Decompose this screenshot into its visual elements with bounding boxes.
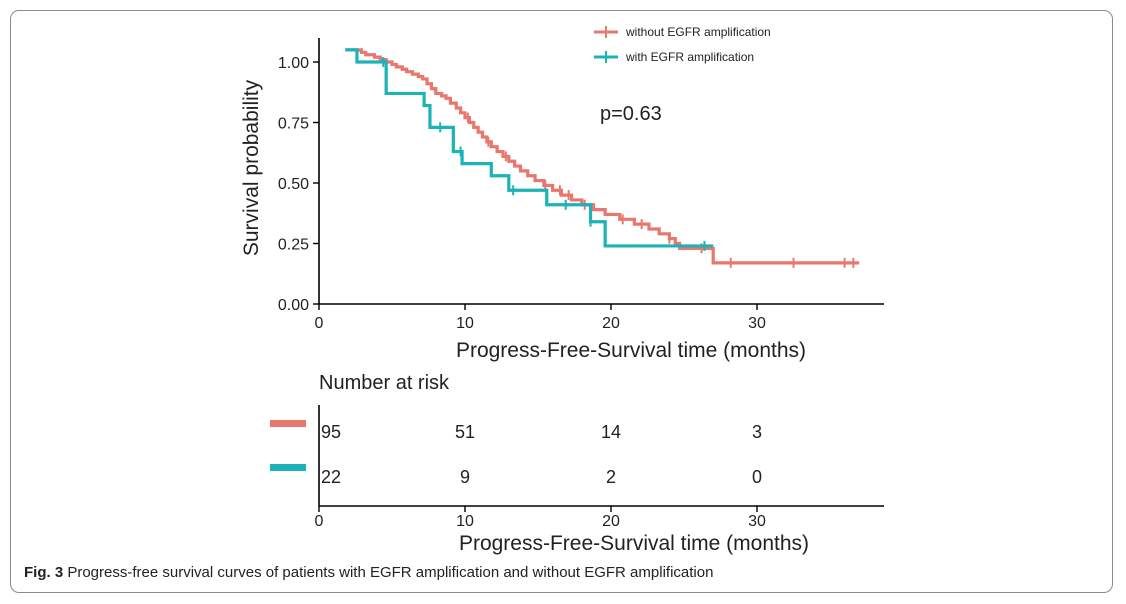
x-ticks: 0 10 20 30 (315, 304, 766, 332)
risk-x-tick-label: 10 (456, 513, 474, 530)
km-curve-without (345, 48, 860, 265)
risk-value: 14 (601, 422, 621, 442)
figure-caption: Fig. 3 Progress-free survival curves of … (24, 564, 713, 581)
risk-value: 3 (752, 422, 762, 442)
figure-frame (10, 10, 1113, 593)
km-curves (345, 48, 860, 268)
risk-value: 0 (752, 467, 762, 487)
risk-values: 95 51 14 3 22 9 2 0 (321, 422, 762, 487)
p-value-annotation: p=0.63 (600, 103, 662, 125)
risk-value: 2 (606, 467, 616, 487)
risk-value: 95 (321, 422, 341, 442)
y-ticks: 0.00 0.25 0.50 0.75 1.00 (278, 55, 319, 314)
legend-label-with: with EGFR amplification (625, 50, 754, 64)
y-tick-label: 0.50 (278, 176, 309, 193)
risk-x-axis-label: Progress-Free-Survival time (months) (459, 532, 809, 555)
caption-text: Progress-free survival curves of patient… (67, 564, 714, 581)
risk-value: 9 (460, 467, 470, 487)
km-curve-with (345, 48, 714, 248)
risk-x-tick-label: 0 (315, 513, 324, 530)
y-tick-label: 0.00 (278, 297, 309, 314)
y-axis-label: Survival probability (240, 79, 263, 256)
risk-value: 22 (321, 467, 341, 487)
risk-x-ticks: 0 10 20 30 (315, 506, 766, 530)
risk-x-tick-label: 30 (748, 513, 766, 530)
caption-label: Fig. 3 (24, 564, 64, 581)
risk-value: 51 (455, 422, 475, 442)
y-tick-label: 0.25 (278, 237, 309, 254)
risk-swatch-without (270, 420, 306, 427)
legend-item-with: with EGFR amplification (594, 50, 754, 64)
y-tick-label: 0.75 (278, 116, 309, 133)
legend-item-without: without EGFR amplification (594, 25, 771, 39)
risk-table: Number at risk 95 51 14 322 9 2 0 0 10 20 30 Prog… (270, 372, 884, 555)
y-tick-label: 1.00 (278, 55, 309, 72)
risk-x-tick-label: 20 (602, 513, 620, 530)
km-plot: 0.00 0.25 0.50 0.75 1.00 0 10 20 30 Survival pr… (240, 25, 884, 362)
risk-table-title: Number at risk (319, 372, 450, 394)
x-axis-label: Progress-Free-Survival time (months) (456, 339, 806, 362)
x-tick-label: 10 (456, 315, 474, 332)
x-tick-label: 20 (602, 315, 620, 332)
x-tick-label: 30 (748, 315, 766, 332)
legend: without EGFR amplification with EGFR amp… (594, 25, 771, 64)
legend-label-without: without EGFR amplification (625, 25, 771, 39)
x-tick-label: 0 (315, 315, 324, 332)
risk-swatch-with (270, 464, 306, 471)
